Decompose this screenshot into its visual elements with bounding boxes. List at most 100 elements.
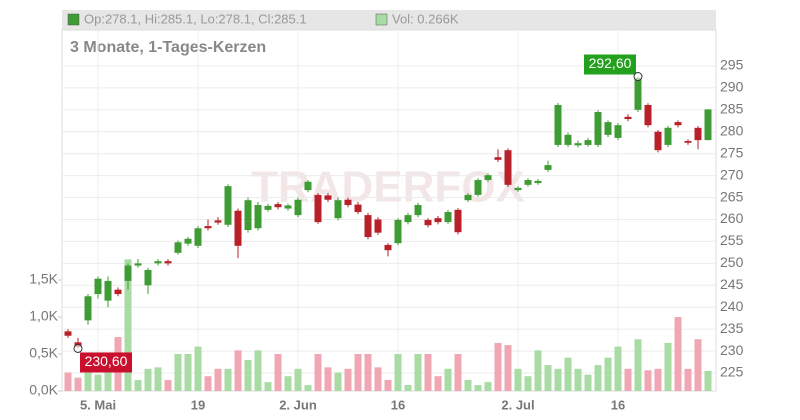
volume-bar	[214, 368, 222, 391]
subtitle: 3 Monate, 1-Tages-Kerzen	[70, 39, 266, 56]
y-tick-label: 255	[720, 232, 744, 248]
volume-bar	[324, 367, 332, 391]
volume-bar	[84, 368, 92, 391]
volume-bar	[534, 350, 542, 391]
candle-body	[664, 127, 672, 145]
y-tick-label: 245	[720, 276, 744, 292]
volume-bar	[124, 259, 132, 391]
candle-body	[504, 150, 512, 185]
candle-body	[564, 134, 572, 145]
volume-bar	[314, 354, 322, 391]
y-tick-label: 235	[720, 320, 744, 336]
y2-tick-label: 1,0K	[29, 308, 58, 324]
candle-body	[234, 210, 242, 246]
candle-body	[294, 199, 302, 216]
candle-body	[514, 187, 522, 191]
candle-body	[484, 175, 492, 181]
x-tick-label: 5. Mai	[80, 397, 116, 412]
legend-bar	[62, 10, 716, 30]
candle-body	[344, 199, 352, 206]
candle-body	[124, 265, 132, 281]
legend-volume: Vol: 0.266K	[392, 11, 459, 26]
volume-bar	[544, 365, 552, 391]
y-tick-label: 270	[720, 166, 744, 182]
candle-body	[474, 180, 482, 195]
candle-body	[104, 280, 112, 301]
x-tick-label: 2. Jun	[279, 397, 317, 412]
volume-bar	[494, 342, 502, 391]
candle-body	[534, 180, 542, 184]
candle-body	[584, 140, 592, 145]
y2-tick-label: 0,0K	[29, 382, 58, 398]
volume-bar	[374, 367, 382, 391]
y2-tick-label: 1,5K	[29, 271, 58, 287]
candle-body	[444, 212, 452, 223]
candle-body	[144, 269, 152, 286]
y-tick-label: 265	[720, 188, 744, 204]
y-tick-label: 250	[720, 254, 744, 270]
volume-bar	[554, 368, 562, 391]
candle-body	[464, 194, 472, 201]
volume-bar	[204, 376, 212, 391]
candle-body	[224, 186, 232, 225]
candle-body	[154, 261, 162, 264]
x-tick-label: 16	[391, 397, 405, 412]
volume-bar	[694, 339, 702, 391]
volume-bar	[364, 354, 372, 391]
volume-bar	[644, 370, 652, 391]
volume-bar	[504, 345, 512, 391]
legend-swatch	[67, 13, 80, 26]
volume-bar	[184, 354, 192, 391]
volume-bar	[104, 365, 112, 391]
volume-bar	[354, 354, 362, 391]
candle-body	[164, 261, 172, 264]
volume-bar	[224, 368, 232, 391]
volume-bar	[144, 368, 152, 391]
candle-body	[244, 200, 252, 231]
legend-ohlc: Op:278.1, Hi:285.1, Lo:278.1, Cl:285.1	[84, 11, 307, 26]
candle-body	[604, 122, 612, 135]
candle-body	[654, 131, 662, 151]
volume-bar	[424, 354, 432, 391]
volume-bar	[344, 368, 352, 391]
candle-body	[574, 143, 582, 146]
y-tick-label: 260	[720, 210, 744, 226]
y-tick-label: 225	[720, 364, 744, 380]
candle-body	[404, 215, 412, 223]
x-tick-label: 2. Jul	[501, 397, 534, 412]
volume-bar	[524, 376, 532, 391]
volume-bar	[664, 342, 672, 391]
candle-body	[84, 296, 92, 321]
volume-bar	[684, 368, 692, 391]
candle-body	[424, 219, 432, 226]
candle-body	[524, 180, 532, 185]
candle-body	[214, 220, 222, 223]
candle-body	[264, 205, 272, 210]
candle-body	[204, 226, 212, 229]
volume-bar	[164, 379, 172, 391]
y-tick-label: 295	[720, 57, 744, 73]
candle-body	[384, 244, 392, 251]
volume-bar	[674, 317, 682, 391]
candle-body	[614, 125, 622, 138]
volume-bar	[434, 376, 442, 391]
volume-bar	[514, 368, 522, 391]
volume-bar	[254, 350, 262, 391]
annotation-label: 230,60	[85, 353, 128, 369]
volume-bar	[634, 339, 642, 391]
y2-tick-label: 0,5K	[29, 345, 58, 361]
y-tick-label: 290	[720, 79, 744, 95]
y-tick-label: 240	[720, 298, 744, 314]
candle-body	[434, 218, 442, 223]
candle-body	[674, 122, 682, 126]
annotation-marker	[73, 343, 83, 353]
candle-body	[94, 278, 102, 295]
volume-bar	[334, 372, 342, 391]
volume-bar	[234, 350, 242, 391]
volume-bar	[454, 354, 462, 391]
candle-body	[114, 289, 122, 295]
candle-body	[134, 263, 142, 266]
volume-bar	[624, 368, 632, 391]
